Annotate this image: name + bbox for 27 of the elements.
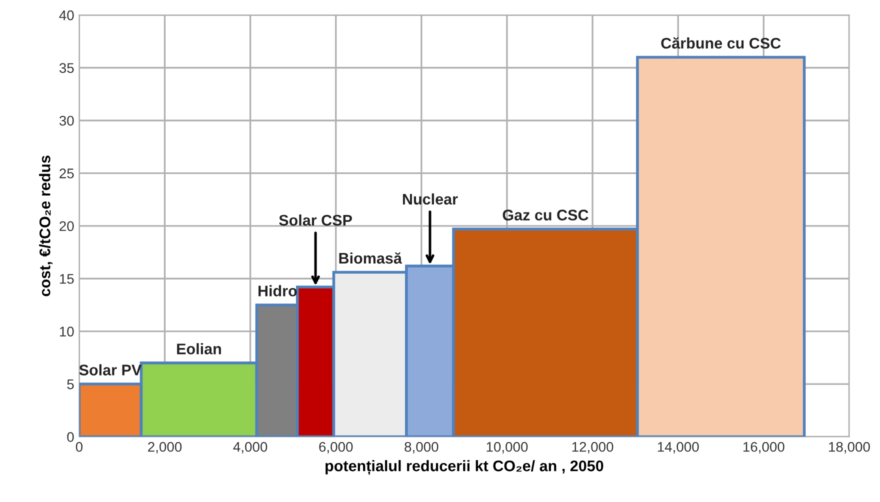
annotation: Cărbune cu CSC bbox=[661, 37, 781, 49]
x-tick-label: 4,000 bbox=[233, 442, 268, 454]
annotation: Nuclear bbox=[402, 193, 458, 205]
x-tick-label: 2,000 bbox=[148, 442, 182, 454]
y-tick-label: 20 bbox=[60, 221, 74, 232]
y-tick-label: 5 bbox=[67, 380, 74, 390]
x-tick-label: 14,000 bbox=[658, 442, 699, 454]
annotation: Eolian bbox=[177, 343, 221, 354]
y-tick-label: 40 bbox=[59, 10, 74, 20]
y-tick-label: 15 bbox=[60, 274, 74, 284]
y-tick-label: 35 bbox=[59, 63, 74, 73]
y-tick-label: 30 bbox=[59, 116, 74, 126]
annotation: Gaz cu CSC bbox=[502, 210, 588, 220]
y-axis-title: cost, €/tCO₂e redus bbox=[39, 156, 53, 296]
x-axis-title: potențialul reducerii kt CO₂e/ an , 2050 bbox=[326, 460, 604, 475]
y-tick-label: 25 bbox=[60, 168, 74, 178]
x-tick-label: 6,000 bbox=[319, 442, 353, 454]
x-tick-label: 0 bbox=[76, 442, 83, 452]
x-tick-label: 18,000 bbox=[829, 442, 870, 454]
y-tick-label: 0 bbox=[67, 432, 74, 442]
annotation: Biomasă bbox=[339, 252, 402, 264]
x-tick-label: 8,000 bbox=[404, 442, 438, 454]
x-tick-label: 10,000 bbox=[486, 442, 528, 454]
y-tick-label: 10 bbox=[60, 326, 74, 336]
x-tick-label: 12,000 bbox=[572, 442, 614, 454]
x-tick-label: 16,000 bbox=[743, 442, 784, 454]
annotation: Solar CSP bbox=[279, 214, 352, 226]
